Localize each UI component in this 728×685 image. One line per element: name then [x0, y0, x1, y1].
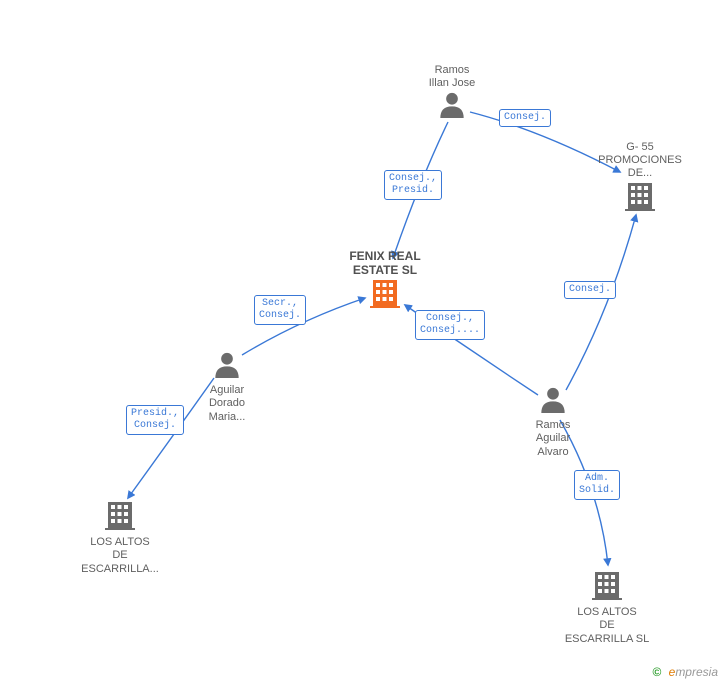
node-label: FENIX REAL ESTATE SL [335, 249, 435, 278]
edge-label-e7: Presid., Consej. [126, 405, 184, 435]
node-label: LOS ALTOS DE ESCARRILLA SL [557, 606, 657, 646]
node-label: Ramos Illan Jose [402, 64, 502, 90]
edge-label-e6: Secr., Consej. [254, 295, 306, 325]
node-fenix[interactable]: FENIX REAL ESTATE SL [335, 247, 435, 312]
edge-label-e4: Consej., Consej.... [415, 310, 485, 340]
building-icon [370, 278, 400, 308]
node-label: G- 55 PROMOCIONES DE... [590, 141, 690, 181]
node-label: Aguilar Dorado Maria... [177, 384, 277, 424]
node-label: LOS ALTOS DE ESCARRILLA... [70, 536, 170, 576]
person-icon [438, 90, 466, 118]
edge-label-e5: Adm. Solid. [574, 470, 620, 500]
node-aguilar[interactable]: Aguilar Dorado Maria... [177, 350, 277, 424]
building-icon [625, 181, 655, 211]
edge-label-e3: Consej. [564, 281, 616, 299]
edge-e3 [566, 215, 636, 390]
building-icon [105, 500, 135, 530]
edge-label-e2: Consej. [499, 109, 551, 127]
person-icon [213, 350, 241, 378]
person-icon [539, 385, 567, 413]
node-ramos_aguilar[interactable]: Ramos Aguilar Alvaro [503, 385, 603, 459]
edge-label-e1: Consej., Presid. [384, 170, 442, 200]
brand-rest: mpresia [675, 665, 718, 679]
node-ramos_illan[interactable]: Ramos Illan Jose [402, 62, 502, 123]
node-altos1[interactable]: LOS ALTOS DE ESCARRILLA... [70, 500, 170, 576]
node-label: Ramos Aguilar Alvaro [503, 419, 603, 459]
watermark: © empresia [652, 665, 718, 679]
building-icon [592, 570, 622, 600]
node-altos2[interactable]: LOS ALTOS DE ESCARRILLA SL [557, 570, 657, 646]
copyright-symbol: © [652, 665, 661, 679]
diagram-canvas: Ramos Illan Jose G- 55 PROMOCIONES DE... F… [0, 0, 728, 685]
node-g55[interactable]: G- 55 PROMOCIONES DE... [590, 139, 690, 215]
